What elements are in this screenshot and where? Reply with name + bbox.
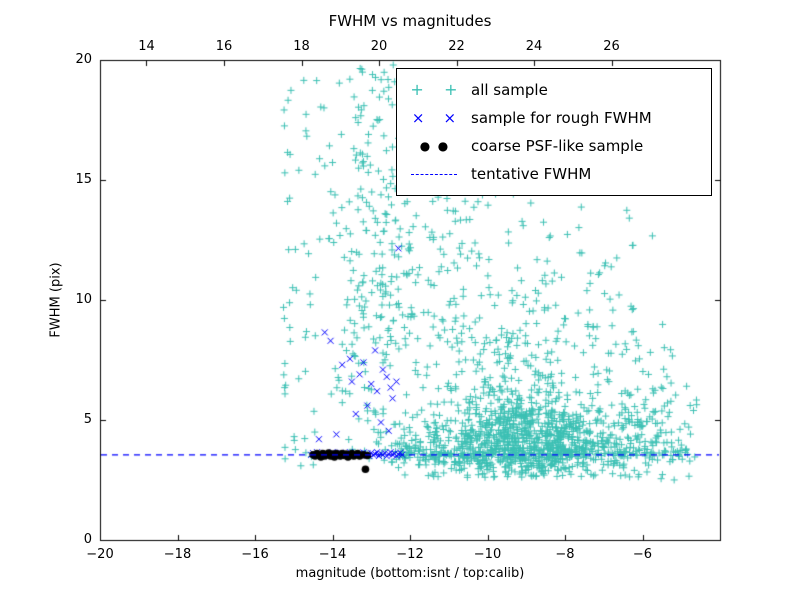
legend: + + all sample × × sample for rough FWHM… (396, 68, 712, 196)
dashed-line-icon (405, 166, 463, 182)
y-tick-label: 0 (83, 532, 92, 547)
legend-item-tentative-fwhm: tentative FWHM (405, 160, 703, 188)
legend-item-psf-sample: ● ● coarse PSF-like sample (405, 132, 703, 160)
x-tick-label: −20 (86, 547, 114, 562)
x-tick-label: −6 (632, 547, 653, 562)
legend-item-all-sample: + + all sample (405, 76, 703, 104)
y-tick-label: 15 (75, 172, 92, 187)
x-top-tick-label: 18 (293, 39, 310, 54)
plus-marker-icon: + + (410, 80, 458, 99)
y-tick-label: 10 (75, 292, 92, 307)
x-top-tick-label: 20 (370, 39, 388, 54)
legend-label: all sample (471, 81, 548, 99)
dot-marker-icon: ● ● (419, 139, 449, 153)
x-top-tick-label: 22 (448, 39, 465, 54)
x-axis-label: magnitude (bottom:isnt / top:calib) (295, 566, 525, 581)
x-top-tick-label: 16 (215, 39, 233, 54)
x-top-tick-label: 26 (603, 39, 620, 54)
legend-label: tentative FWHM (471, 165, 592, 183)
legend-item-rough-fwhm: × × sample for rough FWHM (405, 104, 703, 132)
x-tick-label: −10 (473, 547, 502, 562)
x-tick-label: −18 (163, 547, 192, 562)
x-tick-label: −16 (241, 547, 269, 562)
x-tick-label: −14 (318, 547, 347, 562)
x-top-tick-label: 24 (525, 39, 543, 54)
y-tick-label: 20 (75, 52, 92, 67)
y-tick-label: 5 (83, 412, 92, 427)
x-tick-label: −8 (555, 547, 575, 562)
x-tick-label: −12 (396, 547, 424, 562)
legend-label: coarse PSF-like sample (471, 137, 644, 155)
chart-title: FWHM vs magnitudes (328, 12, 492, 30)
cross-marker-icon: × × (411, 108, 457, 127)
x-top-tick-label: 14 (138, 39, 155, 54)
legend-label: sample for rough FWHM (471, 109, 652, 127)
